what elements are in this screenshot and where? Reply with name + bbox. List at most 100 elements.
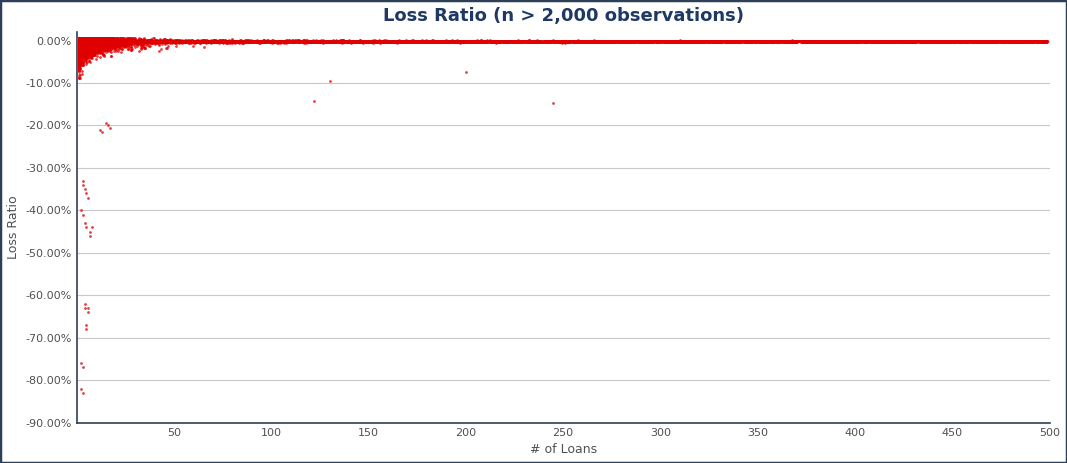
Point (71, 45, 89, 52)
Point (918, 38, 935, 45)
Point (853, 38, 870, 46)
Point (70, 59, 87, 66)
Point (79, 41, 96, 49)
Point (264, 39, 281, 46)
Point (181, 38, 198, 45)
Point (318, 38, 335, 45)
Point (927, 38, 944, 45)
Point (359, 38, 376, 45)
Point (662, 38, 679, 45)
Point (80, 38, 97, 45)
Point (416, 38, 433, 45)
Point (926, 38, 943, 45)
Point (644, 38, 662, 45)
Point (508, 38, 525, 45)
Point (384, 38, 401, 45)
Point (109, 38, 126, 45)
Point (807, 38, 824, 45)
Point (90, 49, 107, 56)
Point (816, 38, 833, 45)
Point (182, 37, 200, 44)
Point (71, 35, 89, 42)
Point (495, 37, 512, 44)
Point (77, 54, 94, 62)
Point (654, 38, 671, 45)
Point (85, 37, 102, 44)
Point (633, 38, 650, 45)
Point (947, 38, 965, 45)
Point (242, 38, 259, 45)
Point (467, 38, 484, 45)
Point (994, 38, 1012, 45)
Point (121, 38, 138, 46)
Point (162, 36, 179, 43)
Point (491, 38, 508, 46)
Point (84, 44, 101, 51)
Point (735, 38, 752, 45)
Point (71, 36, 89, 44)
Point (635, 38, 652, 45)
Point (498, 38, 515, 45)
Point (262, 38, 280, 45)
Point (71, 35, 89, 42)
Point (387, 38, 404, 46)
Point (87, 38, 105, 46)
Point (800, 38, 817, 45)
Point (831, 38, 848, 45)
Point (314, 37, 331, 44)
Point (451, 38, 468, 45)
Point (70, 59, 87, 67)
Point (821, 38, 838, 45)
Point (79, 35, 96, 42)
Point (404, 37, 421, 44)
Point (578, 38, 595, 45)
Point (461, 38, 478, 45)
Point (544, 37, 561, 44)
Point (161, 38, 178, 46)
Point (327, 38, 344, 45)
Point (545, 38, 562, 45)
Point (623, 38, 640, 45)
Point (86, 40, 103, 47)
Point (618, 38, 635, 45)
Point (777, 37, 794, 44)
Point (801, 38, 818, 45)
Point (972, 38, 989, 45)
Point (805, 38, 822, 45)
Point (1003, 38, 1020, 45)
Point (367, 38, 384, 45)
Point (207, 38, 224, 46)
Point (753, 38, 770, 45)
Point (453, 38, 471, 45)
Point (243, 37, 260, 44)
Point (521, 38, 538, 45)
Point (81, 38, 98, 45)
Point (86, 36, 103, 44)
Point (70, 36, 87, 44)
Point (138, 38, 155, 45)
Point (975, 37, 992, 44)
Point (80, 35, 97, 42)
Point (94, 38, 111, 45)
Point (121, 39, 138, 46)
Point (777, 38, 794, 46)
Point (117, 37, 134, 44)
Point (894, 38, 911, 45)
Point (101, 36, 118, 44)
Point (339, 38, 356, 45)
Point (1000, 38, 1017, 45)
Point (258, 38, 275, 45)
Point (466, 37, 483, 44)
Point (556, 38, 573, 45)
Point (70, 44, 87, 51)
Point (795, 38, 812, 45)
Point (78, 47, 95, 55)
Point (1025, 38, 1042, 45)
Point (74, 35, 91, 42)
Point (87, 40, 105, 47)
Point (524, 38, 541, 45)
Point (728, 38, 745, 45)
Point (248, 37, 265, 44)
Point (711, 38, 728, 45)
Point (90, 38, 107, 46)
